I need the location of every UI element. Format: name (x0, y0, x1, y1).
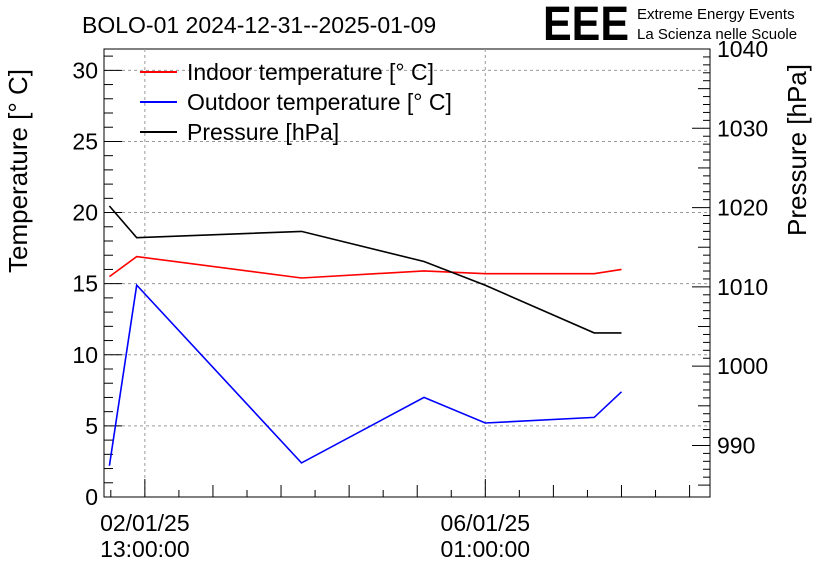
grid-lines (104, 49, 710, 497)
y2-tick-label-1000: 1000 (717, 353, 768, 379)
legend-label-pressure-hpa: Pressure [hPa] (187, 119, 339, 145)
legend-label-indoor-temperature-c: Indoor temperature [° C] (187, 59, 434, 85)
eee-logo-line1: Extreme Energy Events (637, 6, 795, 23)
y-tick-label-30: 30 (72, 57, 98, 83)
series-line-indoor-temperature-c (108, 255, 622, 279)
x-tick-label-time-0: 13:00:00 (100, 536, 190, 562)
x-tick-label-time-1: 01:00:00 (441, 536, 531, 562)
y-tick-label-15: 15 (72, 271, 98, 297)
axes: 0 5 10 15 20 25 30 990 1000 1010 1020 1030 1040 02/01… (72, 36, 768, 562)
series-lines (108, 205, 623, 466)
y2-tick-label-1010: 1010 (717, 274, 768, 300)
eee-logo: EEE Extreme Energy Events La Scienza nel… (543, 0, 797, 51)
y2-axis-label: Pressure [hPa] (782, 64, 812, 236)
series-line-pressure-hpa (108, 205, 622, 334)
y2-tick-label-1020: 1020 (717, 195, 768, 221)
y-tick-label-10: 10 (72, 342, 98, 368)
y-tick-label-25: 25 (72, 128, 98, 154)
y-tick-label-0: 0 (85, 484, 98, 510)
y-tick-label-20: 20 (72, 200, 98, 226)
x-tick-label-date-1: 06/01/25 (441, 510, 531, 536)
y2-tick-label-990: 990 (717, 432, 755, 458)
eee-logo-line2: La Scienza nelle Scuole (637, 26, 797, 43)
plot-frame (103, 48, 711, 498)
y-axis-label: Temperature [° C] (3, 69, 33, 273)
legend-label-outdoor-temperature-c: Outdoor temperature [° C] (187, 89, 452, 115)
x-tick-label-date-0: 02/01/25 (100, 510, 190, 536)
y-tick-label-5: 5 (85, 413, 98, 439)
eee-logo-text: EEE (543, 0, 629, 51)
y2-tick-label-1040: 1040 (717, 36, 768, 62)
chart-title: BOLO-01 2024-12-31--2025-01-09 (82, 12, 436, 38)
legend: Indoor temperature [° C] Outdoor temperat… (140, 59, 452, 145)
y2-tick-label-1030: 1030 (717, 115, 768, 141)
series-line-outdoor-temperature-c (108, 283, 623, 466)
